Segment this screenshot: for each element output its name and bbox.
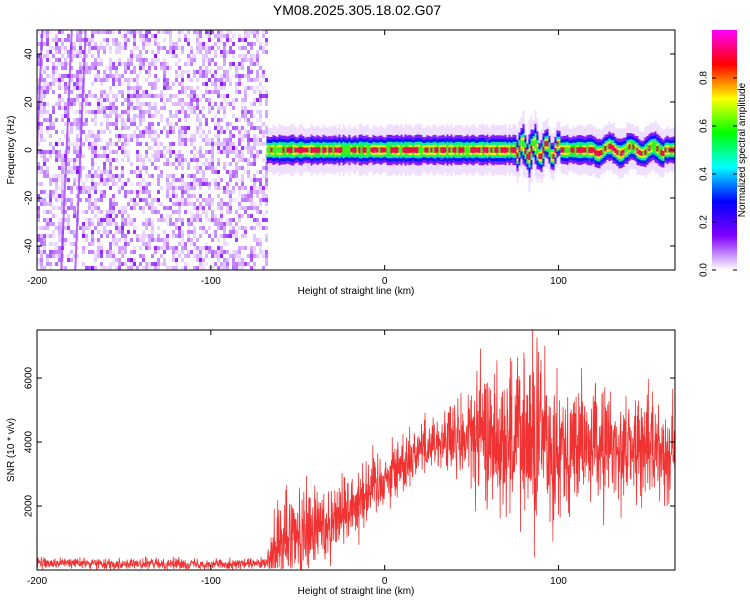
spectrogram-x-tick-label: 100 bbox=[550, 276, 567, 287]
colorbar-tick-label: 0.0 bbox=[699, 263, 710, 277]
snr-panel: -200 -100 0 100 2000 4000 6000 Height of stra… bbox=[6, 329, 676, 597]
spectrogram-x-tick-label: -100 bbox=[201, 276, 221, 287]
snr-x-ticks: -200 -100 0 100 bbox=[27, 330, 567, 587]
snr-x-tick-label: -100 bbox=[201, 576, 221, 587]
spectrogram-y-label: Frequency (Hz) bbox=[6, 116, 17, 185]
snr-y-tick-label: 2000 bbox=[24, 494, 35, 517]
spectrogram-x-tick-label: -200 bbox=[27, 276, 47, 287]
spectrogram-y-ticks: -40 -20 0 20 40 bbox=[24, 48, 675, 253]
spectrogram-y-tick-label: 0 bbox=[24, 147, 35, 153]
snr-x-tick-label: 0 bbox=[382, 576, 388, 587]
spectrogram-y-tick-label: 40 bbox=[24, 48, 35, 60]
snr-x-tick-label: 100 bbox=[550, 576, 567, 587]
snr-frame bbox=[36, 329, 676, 571]
spectrogram-x-tick-label: 0 bbox=[382, 276, 388, 287]
colorbar-tick-label: 0.6 bbox=[699, 119, 710, 133]
chart-title: YM08.2025.305.18.02.G07 bbox=[273, 2, 441, 18]
colorbar-tick-label: 0.2 bbox=[699, 215, 710, 229]
snr-series-line bbox=[37, 330, 675, 570]
snr-y-label: SNR (10 * v/v) bbox=[6, 418, 17, 482]
snr-y-tick-label: 6000 bbox=[24, 366, 35, 389]
colorbar-tick-label: 0.8 bbox=[699, 71, 710, 85]
snr-x-tick-label: -200 bbox=[27, 576, 47, 587]
snr-plot-area bbox=[37, 330, 675, 570]
spectrogram-x-label: Height of straight line (km) bbox=[298, 286, 415, 297]
spectrogram-y-tick-label: 20 bbox=[24, 96, 35, 108]
snr-y-tick-label: 4000 bbox=[24, 430, 35, 453]
spectrogram-heatmap bbox=[37, 30, 675, 270]
colorbar-label: Normalized spectral amplitude bbox=[737, 82, 748, 217]
snr-y-ticks: 2000 4000 6000 bbox=[24, 366, 675, 517]
spectrogram-y-tick-label: -40 bbox=[24, 238, 35, 253]
spectrogram-x-ticks: -200 -100 0 100 bbox=[27, 30, 567, 287]
colorbar-gradient bbox=[712, 30, 737, 270]
spectrogram-y-tick-label: -20 bbox=[24, 190, 35, 205]
snr-x-label: Height of straight line (km) bbox=[298, 586, 415, 597]
colorbar-ticks: 0.0 0.2 0.4 0.6 0.8 bbox=[699, 71, 737, 277]
colorbar-tick-label: 0.4 bbox=[699, 167, 710, 181]
colorbar: 0.0 0.2 0.4 0.6 0.8 Normalized spectral ampl… bbox=[699, 30, 748, 277]
